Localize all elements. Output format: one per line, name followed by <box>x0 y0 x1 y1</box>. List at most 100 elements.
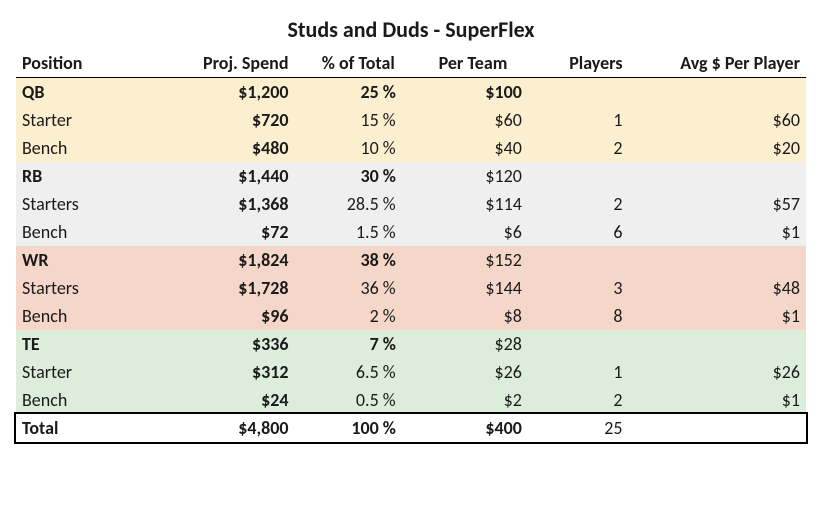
pos-label: Starters <box>16 190 146 218</box>
pct-value: 0.5 <box>294 386 380 414</box>
avg-value: $26 <box>629 358 807 386</box>
pct-symbol: % <box>381 134 418 162</box>
table-row: Bench$240.5%$22$1 <box>16 386 806 414</box>
pos-label: Bench <box>16 218 146 246</box>
pct-value: 28.5 <box>294 190 380 218</box>
spend-value: $72 <box>146 218 295 246</box>
avg-value: $1 <box>629 302 807 330</box>
pct-symbol: % <box>381 330 418 358</box>
spend-value: $312 <box>146 358 295 386</box>
players-value: 8 <box>528 302 629 330</box>
players-value <box>528 78 629 107</box>
avg-value <box>629 414 807 442</box>
pct-value: 6.5 <box>294 358 380 386</box>
players-value: 6 <box>528 218 629 246</box>
pos-label: QB <box>16 78 146 107</box>
pct-symbol: % <box>381 218 418 246</box>
pct-symbol: % <box>381 274 418 302</box>
section-header-rb: RB$1,44030%$120 <box>16 162 806 190</box>
total-row: Total$4,800100%$40025 <box>16 414 806 442</box>
pct-value: 38 <box>294 246 380 274</box>
pct-value: 30 <box>294 162 380 190</box>
per-team-value: $114 <box>418 190 528 218</box>
section-header-te: TE$3367%$28 <box>16 330 806 358</box>
per-team-value: $40 <box>418 134 528 162</box>
avg-value <box>629 78 807 107</box>
spend-value: $1,824 <box>146 246 295 274</box>
players-value: 25 <box>528 414 629 442</box>
pct-value: 25 <box>294 78 380 107</box>
players-value: 2 <box>528 134 629 162</box>
table-row: Starter$72015%$601$60 <box>16 106 806 134</box>
per-team-value: $144 <box>418 274 528 302</box>
table-row: Bench$721.5%$66$1 <box>16 218 806 246</box>
spend-value: $1,440 <box>146 162 295 190</box>
spend-value: $24 <box>146 386 295 414</box>
pos-label: Starter <box>16 358 146 386</box>
section-header-qb: QB$1,20025%$100 <box>16 78 806 107</box>
players-value <box>528 162 629 190</box>
pct-value: 7 <box>294 330 380 358</box>
pct-symbol: % <box>381 358 418 386</box>
pct-value: 36 <box>294 274 380 302</box>
pct-value: 1.5 <box>294 218 380 246</box>
pct-value: 100 <box>294 414 380 442</box>
per-team-value: $60 <box>418 106 528 134</box>
table-row: Starters$1,72836%$1443$48 <box>16 274 806 302</box>
spend-value: $1,728 <box>146 274 295 302</box>
avg-value <box>629 246 807 274</box>
table-row: Bench$48010%$402$20 <box>16 134 806 162</box>
players-value: 3 <box>528 274 629 302</box>
per-team-value: $120 <box>418 162 528 190</box>
players-value: 1 <box>528 106 629 134</box>
pct-symbol: % <box>381 162 418 190</box>
spend-value: $1,368 <box>146 190 295 218</box>
table-row: Starters$1,36828.5%$1142$57 <box>16 190 806 218</box>
avg-value: $60 <box>629 106 807 134</box>
pos-label: Bench <box>16 302 146 330</box>
pct-symbol: % <box>381 78 418 107</box>
avg-value <box>629 162 807 190</box>
spend-value: $336 <box>146 330 295 358</box>
spend-value: $4,800 <box>146 414 295 442</box>
players-value <box>528 246 629 274</box>
pct-symbol: % <box>381 190 418 218</box>
pos-label: Starter <box>16 106 146 134</box>
per-team-value: $8 <box>418 302 528 330</box>
avg-value: $1 <box>629 386 807 414</box>
per-team-value: $400 <box>418 414 528 442</box>
pct-symbol: % <box>381 414 418 442</box>
pos-label: WR <box>16 246 146 274</box>
col-pct-total: % of Total <box>294 49 418 78</box>
per-team-value: $152 <box>418 246 528 274</box>
col-avg-per-player: Avg $ Per Player <box>629 49 807 78</box>
avg-value: $1 <box>629 218 807 246</box>
spend-value: $480 <box>146 134 295 162</box>
header-row: Position Proj. Spend % of Total Per Team… <box>16 49 806 78</box>
pos-label: Bench <box>16 386 146 414</box>
pct-value: 10 <box>294 134 380 162</box>
avg-value: $48 <box>629 274 807 302</box>
players-value: 1 <box>528 358 629 386</box>
players-value: 2 <box>528 190 629 218</box>
players-value <box>528 330 629 358</box>
table-row: Starter$3126.5%$261$26 <box>16 358 806 386</box>
spend-value: $96 <box>146 302 295 330</box>
spend-value: $720 <box>146 106 295 134</box>
col-players: Players <box>528 49 629 78</box>
avg-value: $57 <box>629 190 807 218</box>
avg-value: $20 <box>629 134 807 162</box>
pos-label: Bench <box>16 134 146 162</box>
players-value: 2 <box>528 386 629 414</box>
pct-value: 2 <box>294 302 380 330</box>
pos-label: TE <box>16 330 146 358</box>
pos-label: Total <box>16 414 146 442</box>
per-team-value: $26 <box>418 358 528 386</box>
pct-symbol: % <box>381 246 418 274</box>
per-team-value: $28 <box>418 330 528 358</box>
page-title: Studs and Duds - SuperFlex <box>16 16 806 43</box>
per-team-value: $100 <box>418 78 528 107</box>
per-team-value: $6 <box>418 218 528 246</box>
pos-label: Starters <box>16 274 146 302</box>
section-header-wr: WR$1,82438%$152 <box>16 246 806 274</box>
